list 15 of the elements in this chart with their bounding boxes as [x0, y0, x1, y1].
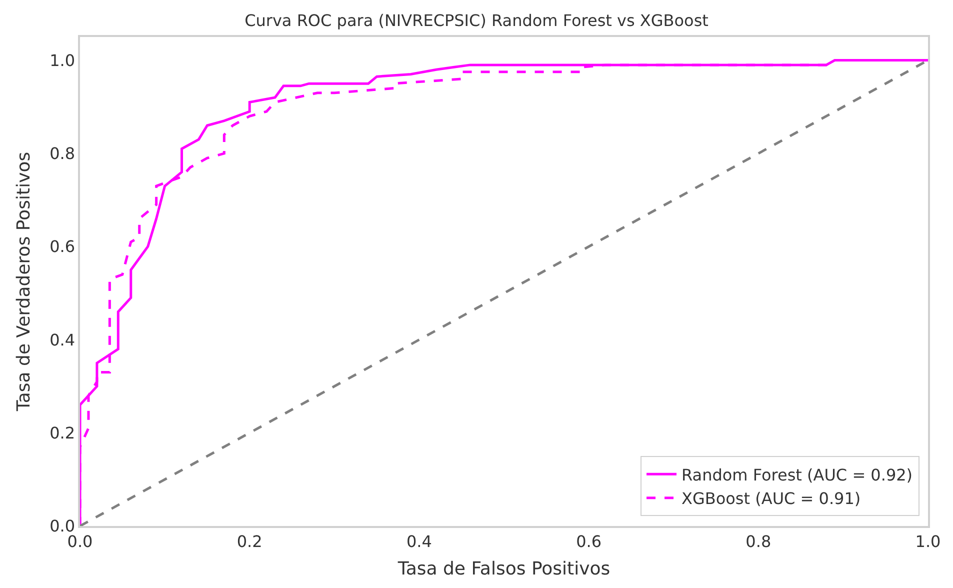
x-tick-label: 1.0 — [915, 532, 941, 551]
legend-label: XGBoost (AUC = 0.91) — [682, 489, 861, 508]
x-tick-label: 0.6 — [576, 532, 602, 551]
chart-title: Curva ROC para (NIVRECPSIC) Random Forest vs XGBoost — [244, 10, 708, 30]
y-axis-title: Tasa de Verdaderos Positivos — [13, 152, 34, 412]
x-tick-label: 0.8 — [746, 532, 772, 551]
x-tick-label: 0.2 — [236, 532, 262, 551]
y-tick-label: 0.4 — [50, 330, 76, 350]
y-tick-label: 0.6 — [50, 237, 76, 256]
y-tick-label: 0.8 — [50, 144, 76, 164]
x-tick-label: 0.4 — [406, 532, 432, 551]
x-axis-title: Tasa de Falsos Positivos — [396, 558, 610, 580]
legend-label: Random Forest (AUC = 0.92) — [682, 465, 913, 484]
y-tick-label: 0.2 — [50, 423, 76, 442]
y-tick-label: 1.0 — [50, 50, 76, 70]
